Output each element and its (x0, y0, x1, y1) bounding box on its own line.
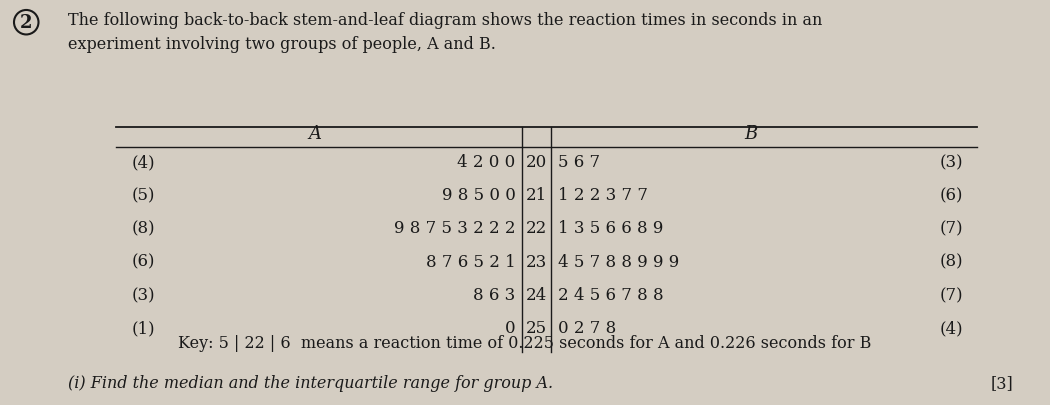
Text: (6): (6) (940, 187, 963, 204)
Text: 2 4 5 6 7 8 8: 2 4 5 6 7 8 8 (558, 286, 664, 303)
Text: (5): (5) (131, 187, 154, 204)
Text: 8 7 6 5 2 1: 8 7 6 5 2 1 (426, 253, 516, 270)
Text: The following back-to-back stem-and-leaf diagram shows the reaction times in sec: The following back-to-back stem-and-leaf… (68, 12, 822, 53)
Text: 9 8 5 0 0: 9 8 5 0 0 (442, 187, 516, 204)
Text: (8): (8) (940, 253, 964, 270)
Text: 21: 21 (526, 187, 547, 204)
Text: 4 2 0 0: 4 2 0 0 (458, 153, 516, 171)
Text: 5 6 7: 5 6 7 (558, 153, 600, 171)
Text: 20: 20 (526, 153, 547, 171)
Text: 0: 0 (505, 320, 516, 337)
Text: 0 2 7 8: 0 2 7 8 (558, 320, 615, 337)
Text: (1): (1) (131, 320, 155, 337)
Text: (3): (3) (131, 286, 155, 303)
Text: (3): (3) (940, 153, 964, 171)
Text: 1 3 5 6 6 8 9: 1 3 5 6 6 8 9 (558, 220, 663, 237)
Text: 1 2 2 3 7 7: 1 2 2 3 7 7 (558, 187, 648, 204)
Text: 2: 2 (20, 14, 33, 32)
Text: (7): (7) (940, 220, 964, 237)
Text: 25: 25 (526, 320, 547, 337)
Text: 24: 24 (526, 286, 547, 303)
Text: 22: 22 (526, 220, 547, 237)
Text: 9 8 7 5 3 2 2 2: 9 8 7 5 3 2 2 2 (394, 220, 516, 237)
Text: (7): (7) (940, 286, 964, 303)
Text: [3]: [3] (990, 374, 1013, 391)
Text: (4): (4) (131, 153, 155, 171)
Text: 23: 23 (526, 253, 547, 270)
Text: (i) Find the median and the interquartile range for group A.: (i) Find the median and the interquartil… (68, 374, 553, 391)
Text: (4): (4) (940, 320, 964, 337)
Text: B: B (744, 125, 757, 143)
Text: Key: 5 | 22 | 6  means a reaction time of 0.225 seconds for A and 0.226 seconds : Key: 5 | 22 | 6 means a reaction time of… (178, 334, 871, 351)
Text: (6): (6) (131, 253, 154, 270)
Text: (8): (8) (131, 220, 155, 237)
Text: A: A (309, 125, 321, 143)
Text: 8 6 3: 8 6 3 (474, 286, 516, 303)
Text: 4 5 7 8 8 9 9 9: 4 5 7 8 8 9 9 9 (558, 253, 678, 270)
